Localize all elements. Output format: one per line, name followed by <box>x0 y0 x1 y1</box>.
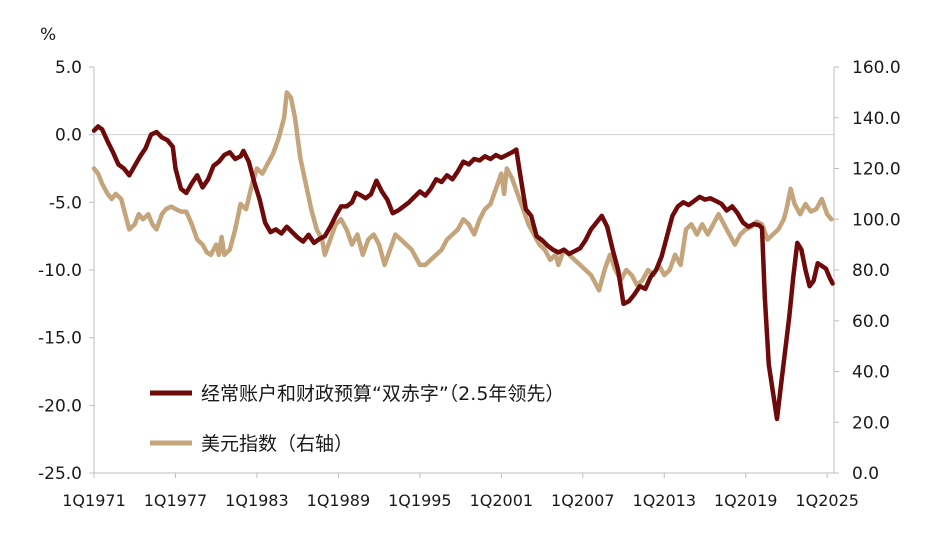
left-axis-ticks: 5.0 0.0 -5.0 -10.0 -15.0 -20.0 -25.0 <box>38 58 94 484</box>
left-tick-label: -5.0 <box>49 193 82 213</box>
legend-label-twin-deficit: 经常账户和财政预算“双赤字”（2.5年领先） <box>201 383 564 405</box>
right-tick-label: 40.0 <box>852 363 890 383</box>
right-tick-label: 160.0 <box>852 58 901 78</box>
legend-label-dollar-index: 美元指数（右轴） <box>201 433 353 455</box>
x-tick-label: 1Q1971 <box>62 491 126 510</box>
x-axis-ticks: 1Q1971 1Q1977 1Q1983 1Q1989 1Q1995 1Q2001 1Q20… <box>62 473 859 510</box>
left-tick-label: -20.0 <box>38 396 82 416</box>
left-axis-unit-label: % <box>40 25 56 45</box>
x-tick-label: 1Q1995 <box>388 491 452 510</box>
x-tick-label: 1Q2025 <box>795 491 859 510</box>
x-tick-label: 1Q2001 <box>470 491 534 510</box>
right-tick-label: 20.0 <box>852 413 890 433</box>
legend-item-twin-deficit: 经常账户和财政预算“双赤字”（2.5年领先） <box>150 383 564 405</box>
x-tick-label: 1Q2013 <box>633 491 697 510</box>
right-tick-label: 140.0 <box>852 109 901 129</box>
x-tick-label: 1Q1983 <box>225 491 289 510</box>
left-tick-label: -25.0 <box>38 464 82 484</box>
right-tick-label: 100.0 <box>852 210 901 230</box>
x-tick-label: 1Q1977 <box>144 491 208 510</box>
x-tick-label: 1Q2019 <box>714 491 778 510</box>
left-tick-label: -15.0 <box>38 329 82 349</box>
right-tick-label: 60.0 <box>852 312 890 332</box>
x-tick-label: 1Q2007 <box>551 491 615 510</box>
left-tick-label: -10.0 <box>38 261 82 281</box>
x-tick-label: 1Q1989 <box>307 491 371 510</box>
legend-item-dollar-index: 美元指数（右轴） <box>150 433 353 455</box>
right-tick-label: 120.0 <box>852 160 901 180</box>
right-axis-ticks: 160.0 140.0 120.0 100.0 80.0 60.0 40.0 20.0 0.0 <box>834 58 901 484</box>
right-tick-label: 80.0 <box>852 261 890 281</box>
left-tick-label: 0.0 <box>55 126 82 146</box>
right-tick-label: 0.0 <box>852 464 879 484</box>
series-line-twin-deficit <box>91 124 835 422</box>
legend: 经常账户和财政预算“双赤字”（2.5年领先） 美元指数（右轴） <box>150 383 564 455</box>
left-tick-label: 5.0 <box>55 58 82 78</box>
series-line-dollar-index <box>91 90 834 293</box>
